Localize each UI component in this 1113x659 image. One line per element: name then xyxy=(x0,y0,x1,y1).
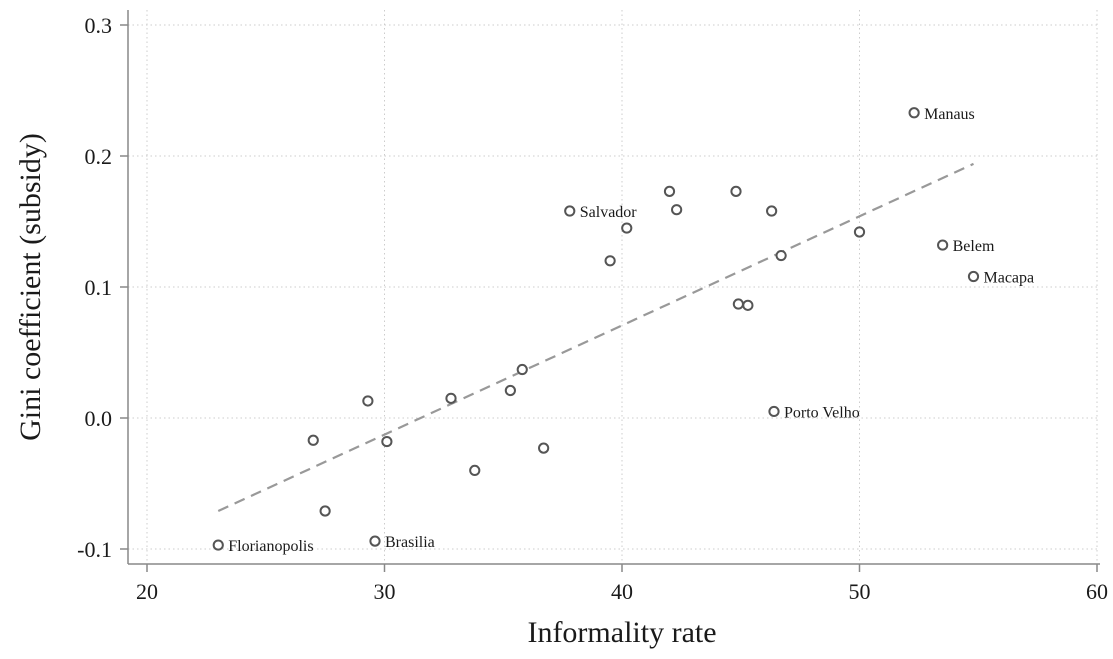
point-label: Florianopolis xyxy=(228,538,313,555)
data-points xyxy=(212,107,980,551)
data-point xyxy=(732,298,744,310)
x-axis-title: Informality rate xyxy=(527,616,716,649)
y-tick-label: -0.1 xyxy=(77,537,112,562)
data-point xyxy=(362,395,374,407)
y-axis-title: Gini coefficient (subsidy) xyxy=(14,133,47,441)
point-label: Porto Velho xyxy=(784,404,860,421)
y-tick-label: 0.3 xyxy=(85,13,113,38)
data-point xyxy=(937,239,949,251)
x-tick-label: 60 xyxy=(1086,579,1108,604)
y-tick-label: 0.0 xyxy=(85,406,113,431)
x-tick-label: 20 xyxy=(136,579,158,604)
data-point xyxy=(967,270,980,283)
fit-line xyxy=(217,162,974,513)
point-label: Salvador xyxy=(580,204,638,221)
point-labels: Florianopolis Brasilia Salvador Porto Velho… xyxy=(228,106,1034,555)
x-tick-label: 40 xyxy=(611,579,633,604)
point-label: Belem xyxy=(953,238,995,255)
data-point xyxy=(381,435,393,448)
y-tick-label: 0.1 xyxy=(85,275,113,300)
y-tick-label: 0.2 xyxy=(85,144,113,169)
grid-lines xyxy=(128,10,1100,562)
data-point xyxy=(307,434,319,446)
x-tick-label: 50 xyxy=(849,579,871,604)
data-point xyxy=(853,226,866,238)
data-point xyxy=(908,107,920,119)
point-label: Macapa xyxy=(984,270,1035,287)
point-label: Manaus xyxy=(924,106,975,123)
plot-area xyxy=(128,10,1100,562)
data-point xyxy=(730,185,742,197)
data-point xyxy=(516,363,528,376)
x-tick-label: 30 xyxy=(374,579,396,604)
data-point xyxy=(504,384,516,397)
data-point xyxy=(538,442,550,454)
data-point xyxy=(212,539,224,551)
fit-line-group xyxy=(217,162,974,513)
data-point xyxy=(369,535,381,547)
data-point xyxy=(445,392,457,404)
data-point xyxy=(469,464,481,476)
data-point xyxy=(742,299,754,311)
data-point xyxy=(319,505,331,517)
data-point xyxy=(604,255,616,267)
data-point xyxy=(564,205,576,217)
data-point xyxy=(663,185,676,197)
data-point xyxy=(766,205,778,217)
data-point xyxy=(768,405,780,418)
axes: -0.1 0.0 0.1 0.2 0.3 20 30 40 50 60 xyxy=(77,10,1108,604)
data-point xyxy=(671,204,683,216)
data-point xyxy=(775,249,787,262)
point-label: Brasilia xyxy=(385,534,435,551)
data-point xyxy=(621,222,633,234)
